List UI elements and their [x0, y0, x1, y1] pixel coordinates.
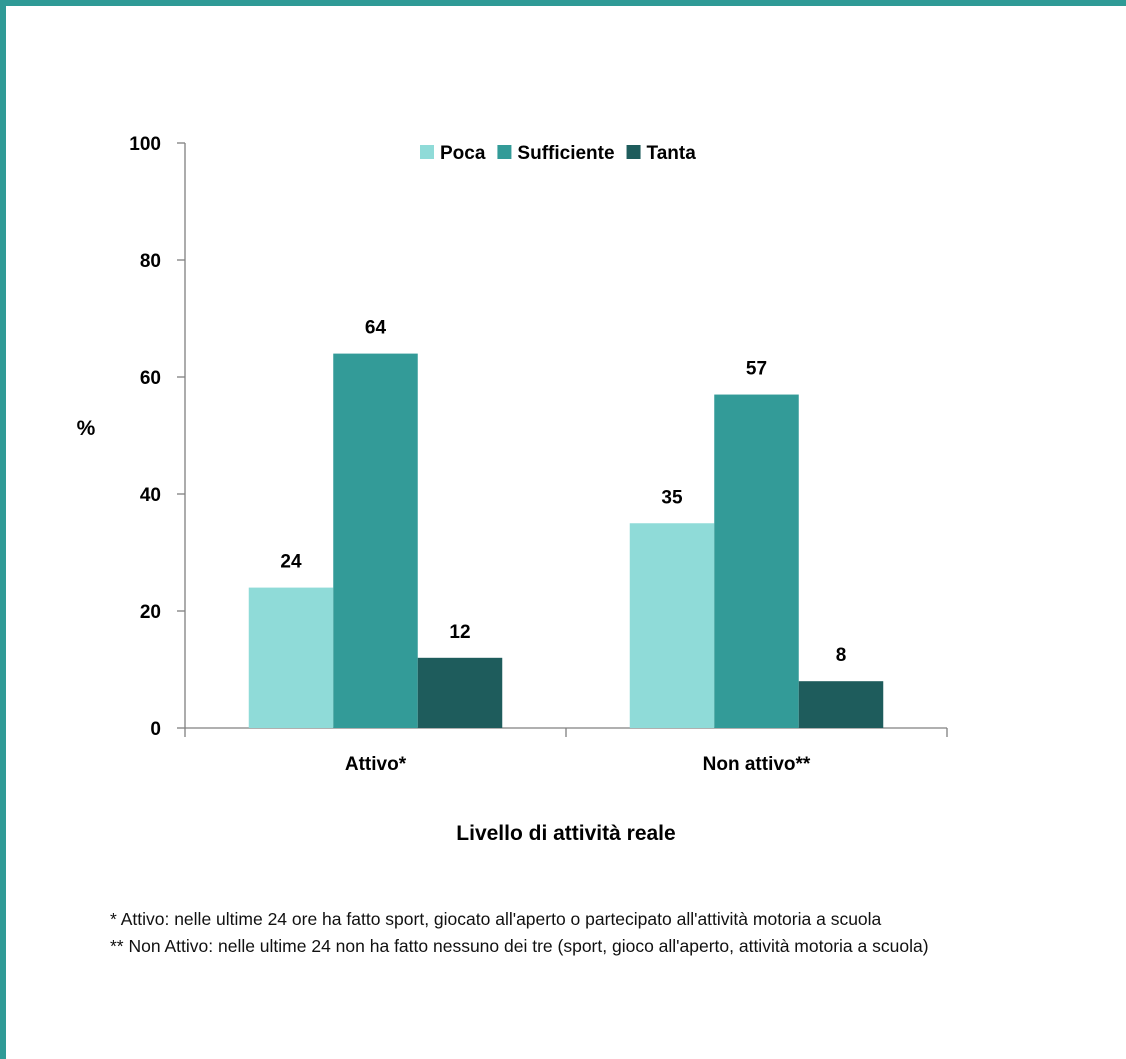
y-tick-label: 80 — [140, 251, 161, 272]
bar-chart: 0 20 40 60 80 100 Attivo* Non attivo** 24 64 12 3… — [77, 134, 948, 845]
footnote-attivo: * Attivo: nelle ultime 24 ore ha fatto s… — [110, 909, 882, 929]
x-axis: Attivo* Non attivo** — [184, 727, 948, 775]
bar-poca-1 — [248, 587, 334, 728]
bar-tanta-2 — [798, 681, 884, 728]
data-label: 24 — [280, 552, 302, 573]
bars: 24 64 12 35 57 8 — [248, 318, 884, 728]
legend-label-poca: Poca — [440, 143, 486, 164]
y-tick-label: 100 — [129, 134, 161, 155]
bar-sufficiente-2 — [714, 394, 799, 728]
y-tick-label: 20 — [140, 602, 161, 623]
data-label: 35 — [661, 487, 683, 508]
bar-poca-2 — [629, 523, 715, 728]
data-label: 57 — [746, 359, 767, 380]
y-axis-title: % — [77, 417, 96, 440]
legend-label-sufficiente: Sufficiente — [517, 143, 614, 164]
y-axis: 0 20 40 60 80 100 — [129, 134, 186, 740]
legend-swatch-poca — [420, 145, 434, 159]
legend-swatch-tanta — [626, 145, 641, 159]
footnote-non-attivo: ** Non Attivo: nelle ultime 24 non ha fa… — [110, 936, 929, 956]
y-tick-label: 0 — [150, 719, 161, 740]
data-label: 64 — [365, 318, 387, 339]
bar-tanta-1 — [417, 657, 503, 728]
data-label: 12 — [449, 622, 470, 643]
footnotes: * Attivo: nelle ultime 24 ore ha fatto s… — [110, 906, 1090, 960]
x-axis-title: Livello di attività reale — [456, 822, 675, 845]
x-category-label: Attivo* — [345, 754, 407, 775]
bar-sufficiente-1 — [333, 353, 418, 728]
x-category-label: Non attivo** — [703, 754, 811, 775]
data-label: 8 — [836, 645, 847, 666]
legend-label-tanta: Tanta — [647, 143, 697, 164]
y-tick-label: 60 — [140, 368, 161, 389]
legend: Poca Sufficiente Tanta — [420, 143, 696, 164]
y-tick-label: 40 — [140, 485, 161, 506]
legend-swatch-sufficiente — [497, 145, 512, 159]
